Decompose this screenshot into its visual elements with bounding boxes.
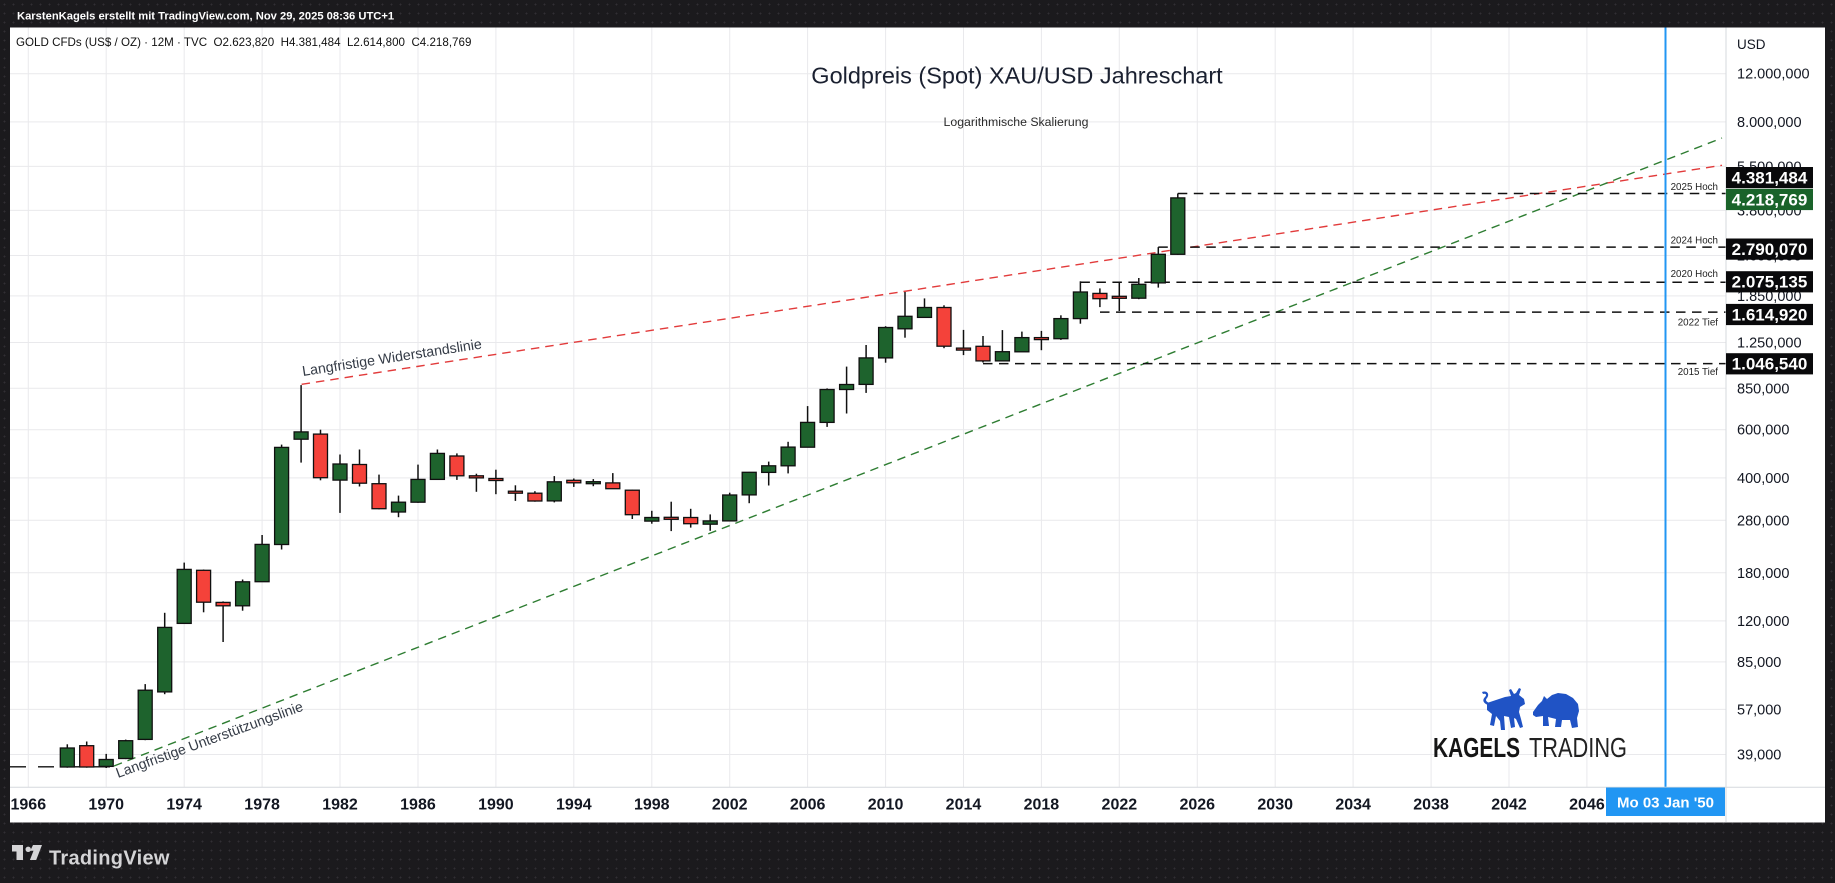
svg-text:120,000: 120,000 <box>1737 614 1789 630</box>
svg-text:2022 Tief: 2022 Tief <box>1678 318 1719 329</box>
svg-text:2022: 2022 <box>1102 797 1138 814</box>
svg-text:1966: 1966 <box>11 797 47 814</box>
svg-text:1990: 1990 <box>478 797 514 814</box>
svg-text:KarstenKagels erstellt mit Tra: KarstenKagels erstellt mit TradingView.c… <box>17 11 394 23</box>
svg-text:12.000,000: 12.000,000 <box>1737 67 1810 83</box>
svg-text:2.790,070: 2.790,070 <box>1732 240 1808 259</box>
svg-text:2024 Hoch: 2024 Hoch <box>1671 236 1718 247</box>
svg-text:2006: 2006 <box>790 797 826 814</box>
svg-text:2034: 2034 <box>1335 797 1371 814</box>
svg-text:2014: 2014 <box>946 797 982 814</box>
svg-text:4.381,484: 4.381,484 <box>1732 168 1808 187</box>
svg-text:2025 Hoch: 2025 Hoch <box>1671 182 1718 193</box>
svg-text:1998: 1998 <box>634 797 670 814</box>
svg-text:2020 Hoch: 2020 Hoch <box>1671 269 1718 280</box>
svg-text:2.075,135: 2.075,135 <box>1732 273 1808 292</box>
svg-text:2015 Tief: 2015 Tief <box>1678 367 1719 378</box>
svg-text:KAGELS: KAGELS <box>1433 732 1520 763</box>
svg-text:39,000: 39,000 <box>1737 747 1781 763</box>
svg-text:1.046,540: 1.046,540 <box>1732 355 1808 374</box>
svg-text:180,000: 180,000 <box>1737 566 1789 582</box>
svg-text:2038: 2038 <box>1413 797 1449 814</box>
svg-text:1994: 1994 <box>556 797 592 814</box>
svg-text:1.614,920: 1.614,920 <box>1732 305 1808 324</box>
svg-text:1.250,000: 1.250,000 <box>1737 335 1802 351</box>
svg-text:2010: 2010 <box>868 797 904 814</box>
svg-text:2030: 2030 <box>1257 797 1293 814</box>
svg-text:8.000,000: 8.000,000 <box>1737 115 1802 131</box>
svg-text:1978: 1978 <box>244 797 280 814</box>
svg-text:TradingView: TradingView <box>49 848 170 870</box>
svg-text:1970: 1970 <box>88 797 124 814</box>
svg-text:2042: 2042 <box>1491 797 1527 814</box>
svg-text:2002: 2002 <box>712 797 748 814</box>
svg-text:Logarithmische Skalierung: Logarithmische Skalierung <box>944 115 1089 129</box>
svg-text:Goldpreis (Spot) XAU/USD Jahre: Goldpreis (Spot) XAU/USD Jahreschart <box>811 63 1223 89</box>
svg-text:GOLD CFDs (US$ / OZ) · 12M · T: GOLD CFDs (US$ / OZ) · 12M · TVC O2.623,… <box>16 36 471 49</box>
svg-text:1.850,000: 1.850,000 <box>1737 289 1802 305</box>
svg-text:2046: 2046 <box>1569 797 1605 814</box>
svg-text:850,000: 850,000 <box>1737 381 1789 397</box>
svg-text:600,000: 600,000 <box>1737 423 1789 439</box>
svg-text:USD: USD <box>1737 37 1766 52</box>
svg-text:TRADING: TRADING <box>1529 732 1627 763</box>
svg-text:57,000: 57,000 <box>1737 702 1781 718</box>
svg-text:85,000: 85,000 <box>1737 655 1781 671</box>
svg-text:1986: 1986 <box>400 797 436 814</box>
svg-text:Mo 03 Jan '50: Mo 03 Jan '50 <box>1617 795 1714 812</box>
svg-text:1982: 1982 <box>322 797 358 814</box>
svg-text:1974: 1974 <box>166 797 202 814</box>
svg-text:400,000: 400,000 <box>1737 471 1789 487</box>
svg-text:4.218,769: 4.218,769 <box>1732 190 1808 209</box>
svg-text:280,000: 280,000 <box>1737 513 1789 529</box>
svg-text:2026: 2026 <box>1179 797 1215 814</box>
svg-text:2018: 2018 <box>1024 797 1060 814</box>
